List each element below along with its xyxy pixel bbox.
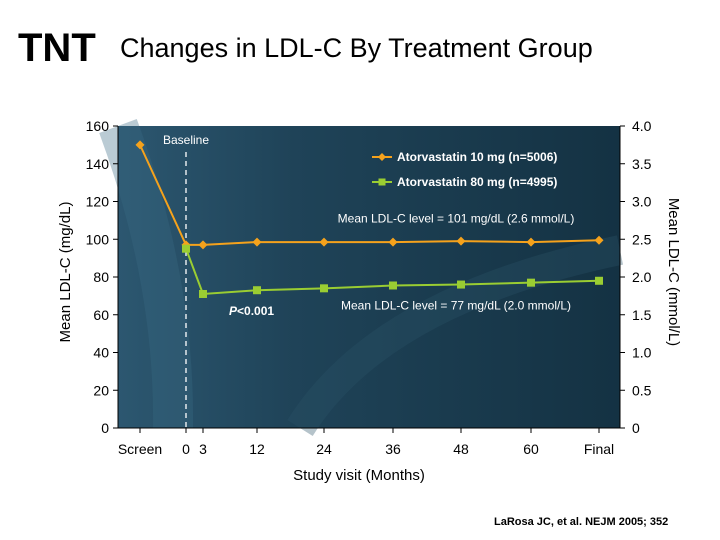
y-tick-label: 100 [86, 231, 110, 247]
data-point [457, 280, 465, 289]
y-tick-label: 40 [93, 345, 109, 361]
x-tick-label: 24 [316, 441, 332, 457]
y-right-tick-label: 1.0 [632, 345, 652, 361]
y-tick-label: 80 [93, 269, 109, 285]
y-right-tick-label: 2.0 [632, 269, 652, 285]
y-right-tick-label: 4.0 [632, 118, 652, 134]
data-point [198, 240, 208, 250]
logo-text: TNT [18, 26, 96, 70]
y-tick-label: 0 [101, 420, 109, 436]
data-point [526, 237, 536, 247]
data-point [135, 140, 145, 150]
data-point [456, 236, 466, 246]
plot-decoration [99, 119, 194, 429]
y-tick-label: 20 [93, 382, 109, 398]
y-right-tick-label: 0.5 [632, 382, 652, 398]
data-point [594, 235, 604, 245]
y-axis-label-right: Mean LDL-C (mmol/L) [665, 198, 682, 346]
x-tick-label: 0 [182, 441, 190, 457]
data-point [252, 237, 262, 247]
plot-background [118, 126, 620, 428]
annotation-mean-80mg: Mean LDL-C level = 77 mg/dL (2.0 mmol/L) [341, 298, 571, 312]
data-point [527, 278, 535, 287]
baseline-label: Baseline [163, 133, 209, 147]
data-point [595, 276, 603, 285]
x-tick-label: 60 [523, 441, 539, 457]
x-tick-label: Screen [118, 441, 162, 457]
data-point [182, 244, 190, 253]
y-tick-label: 140 [86, 156, 110, 172]
legend-marker-1 [378, 153, 386, 161]
y-right-tick-label: 2.5 [632, 231, 652, 247]
x-tick-label: 12 [249, 441, 265, 457]
data-point [319, 237, 329, 247]
x-tick-label: 3 [199, 441, 207, 457]
y-tick-label: 120 [86, 194, 110, 210]
y-right-tick-label: 3.0 [632, 194, 652, 210]
annotation-p-value: P<0.001 [229, 304, 274, 318]
data-point [253, 286, 261, 295]
data-point [389, 281, 397, 290]
x-tick-label: 48 [453, 441, 469, 457]
y-right-tick-label: 0 [632, 420, 640, 436]
data-point [388, 237, 398, 247]
y-tick-label: 60 [93, 307, 109, 323]
x-tick-label: 36 [385, 441, 401, 457]
y-right-tick-label: 1.5 [632, 307, 652, 323]
x-tick-label: Final [584, 441, 614, 457]
y-tick-label: 160 [86, 118, 110, 134]
plot-decoration [287, 235, 624, 437]
y-axis-label: Mean LDL-C (mg/dL) [57, 202, 74, 343]
annotation-mean-10mg: Mean LDL-C level = 101 mg/dL (2.6 mmol/L… [338, 211, 575, 225]
x-axis-label: Study visit (Months) [293, 467, 425, 484]
page-title: Changes in LDL-C By Treatment Group [120, 33, 593, 63]
data-point [320, 284, 328, 293]
series-line-2 [185, 248, 600, 296]
legend-label-1: Atorvastatin 10 mg (n=5006) [397, 150, 557, 164]
legend-label-2: Atorvastatin 80 mg (n=4995) [397, 175, 557, 189]
legend-marker-2 [378, 178, 386, 186]
citation: LaRosa JC, et al. NEJM 2005; 352 [494, 516, 669, 528]
y-right-tick-label: 3.5 [632, 156, 652, 172]
data-point [199, 289, 207, 298]
